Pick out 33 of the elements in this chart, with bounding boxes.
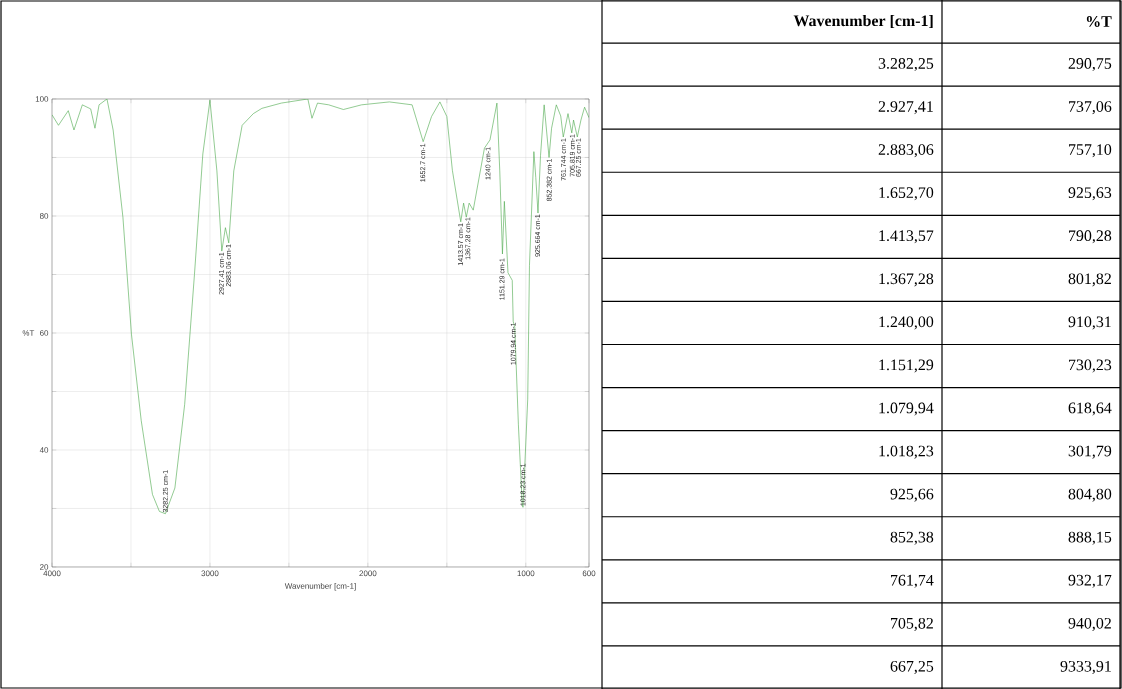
text: Wavenumber [cm-1] (793, 14, 933, 29)
text: 2.927,41 (878, 101, 933, 115)
text: 737,06 (1069, 101, 1112, 115)
text: 888,15 (1068, 531, 1112, 545)
text: 932,17 (1068, 574, 1112, 588)
text: 1.151,29 (879, 359, 934, 373)
text: 761,74 (891, 574, 934, 588)
text: 667,25 (890, 660, 934, 674)
text: 3.282,25 (878, 58, 934, 72)
text: 290,75 (1068, 58, 1112, 72)
text: 1.413,57 (879, 230, 934, 244)
text: %T (1086, 16, 1112, 27)
text: 940,02 (1068, 617, 1111, 631)
text: 2.883,06 (878, 144, 934, 158)
text: 730,23 (1069, 359, 1112, 373)
text: 618,64 (1068, 402, 1112, 416)
text: 301,79 (1068, 445, 1112, 459)
text: 1.367,28 (879, 273, 934, 287)
text: 925,66 (890, 488, 934, 502)
text: 801,82 (1068, 273, 1111, 287)
text: 1.240,00 (879, 316, 934, 330)
text: 925,63 (1068, 187, 1112, 201)
text: 910,31 (1068, 316, 1111, 330)
text: 9333,91 (1060, 660, 1111, 674)
text: 1.018,23 (879, 445, 934, 459)
text: 804,80 (1068, 488, 1112, 502)
text: 790,28 (1069, 230, 1112, 244)
text: 852,38 (890, 531, 934, 545)
line-series (52, 98, 589, 515)
text: 705,82 (891, 617, 933, 631)
text: 1.079,94 (879, 402, 934, 416)
text: 757,10 (1069, 144, 1112, 158)
text: 1.652,70 (879, 187, 934, 201)
